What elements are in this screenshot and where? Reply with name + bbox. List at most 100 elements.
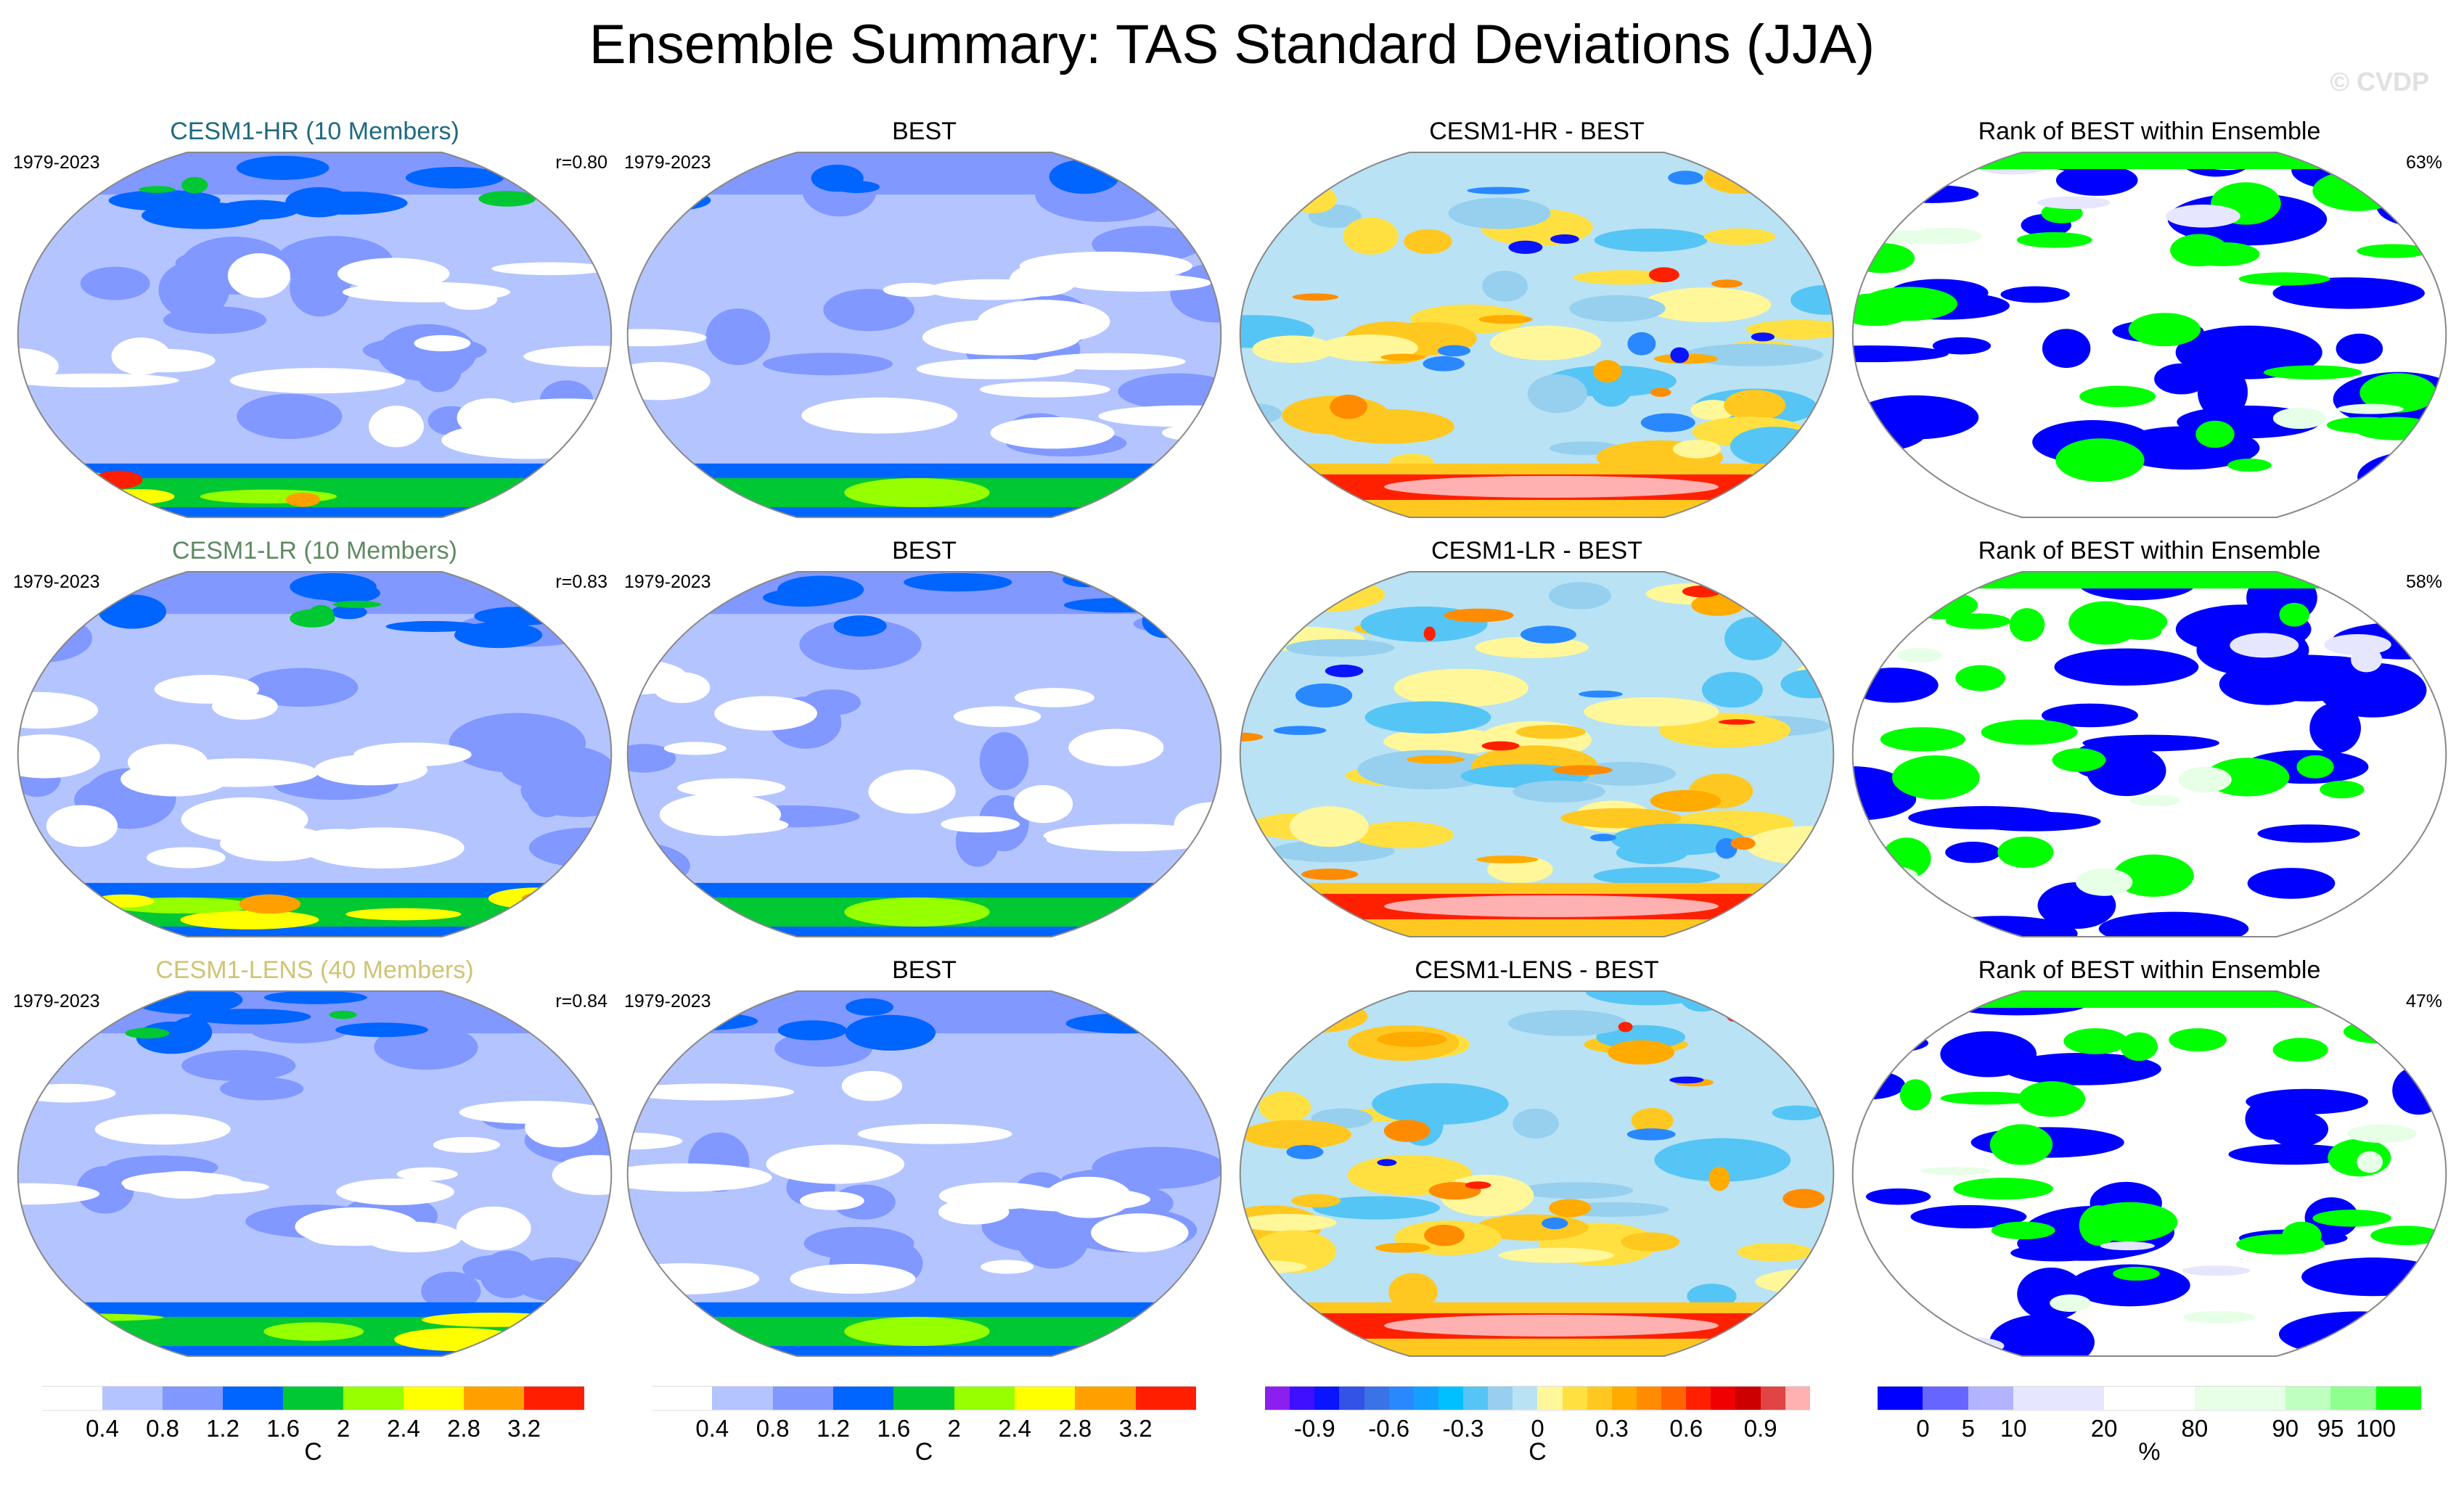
colorbar-tick-label: 2.4 — [998, 1415, 1031, 1442]
map-shading — [1981, 719, 2078, 745]
map-shading — [139, 186, 176, 193]
map-shading — [1312, 1196, 1441, 1220]
colorbar-box — [772, 1387, 833, 1410]
colorbar-box — [1968, 1387, 2014, 1410]
difference-map — [1239, 571, 1835, 937]
map-shading — [990, 416, 1115, 449]
colorbar-tick-label: 1.6 — [877, 1415, 911, 1442]
correlation-label: r=0.84 — [555, 991, 607, 1011]
map-shading — [462, 1255, 532, 1282]
map-shading — [762, 353, 893, 376]
map-shading — [700, 999, 740, 1030]
colorbar-box — [1265, 1387, 1290, 1410]
obs-panel-title: BEST — [892, 118, 957, 145]
map-shading — [1513, 1108, 1559, 1139]
map-shading — [2183, 1310, 2256, 1323]
map-shading — [2166, 204, 2240, 228]
map-shading — [1854, 1030, 1896, 1053]
map-shading — [2178, 766, 2232, 793]
map-shading — [763, 588, 843, 607]
map-shading — [1610, 824, 1745, 855]
map-shading — [1852, 991, 1929, 1034]
colorbar-tick-label: 10 — [2000, 1415, 2027, 1442]
rank-percent-label: 63% — [2405, 152, 2442, 173]
colorbar-tick-label: 95 — [2317, 1415, 2344, 1442]
difference-map — [1239, 152, 1835, 518]
obs-std-map — [626, 571, 1222, 937]
map-shading — [1448, 197, 1551, 229]
map-shading — [17, 419, 52, 447]
map-shading — [332, 601, 382, 608]
map-shading — [2195, 420, 2235, 448]
colorbar-box — [832, 1387, 894, 1410]
colorbar-box — [1686, 1387, 1711, 1410]
map-shading — [1859, 1019, 1910, 1052]
map-shading — [1631, 1107, 1674, 1133]
map-shading — [2130, 795, 2181, 807]
map-shading — [525, 1107, 599, 1148]
colorbar-box — [524, 1387, 584, 1410]
map-shading — [2041, 703, 2138, 728]
map-shading — [663, 742, 726, 755]
map-shading — [17, 1017, 65, 1048]
map-shading — [2347, 1124, 2417, 1144]
map-shading — [1724, 390, 1786, 421]
map-shading — [17, 474, 67, 484]
map-shading — [1885, 184, 1979, 203]
map-shading — [1891, 755, 1980, 800]
map-shading — [1380, 353, 1425, 361]
map-shading — [1034, 353, 1186, 370]
map-shading — [1549, 1199, 1592, 1218]
map-shading — [1393, 668, 1529, 707]
map-shading — [1286, 1144, 1324, 1159]
map-shading — [1920, 1167, 1992, 1175]
map-shading — [1724, 617, 1783, 660]
model-std-map — [17, 571, 613, 937]
colorbar-box — [1364, 1387, 1389, 1410]
map-shading — [127, 744, 208, 781]
map-shading — [1907, 591, 1978, 620]
map-shading — [2238, 272, 2330, 286]
colorbar-tick-label: 0.6 — [1669, 1415, 1703, 1442]
map-shading — [844, 897, 990, 927]
map-shading — [632, 1001, 700, 1024]
colorbar-unit: C — [914, 1438, 933, 1466]
colorbar-box — [1760, 1387, 1785, 1410]
map-shading — [2009, 608, 2045, 641]
model-years-label: 1979-2023 — [13, 572, 100, 592]
map-shading — [454, 622, 543, 649]
correlation-label: r=0.83 — [555, 572, 607, 592]
difference-map — [1239, 990, 1835, 1357]
map-shading — [1289, 806, 1369, 847]
map-shading — [492, 1331, 590, 1344]
map-shading — [2004, 1052, 2161, 1085]
colorbar-box — [1711, 1387, 1736, 1410]
map-shading — [1943, 1337, 2005, 1355]
colorbar-box — [223, 1387, 283, 1410]
map-shading — [1560, 808, 1682, 829]
map-shading — [2128, 313, 2201, 347]
map-shading — [801, 397, 958, 434]
map-shading — [1896, 1330, 1970, 1356]
map-shading — [1650, 789, 1722, 812]
map-shading — [977, 300, 1110, 344]
map-shading — [1899, 1079, 1931, 1111]
map-shading — [551, 1004, 581, 1019]
map-shading — [421, 1271, 481, 1310]
map-shading — [2354, 1314, 2447, 1356]
colorbar-box — [1413, 1387, 1438, 1410]
colorbar-box — [893, 1387, 954, 1410]
map-shading — [1618, 1022, 1633, 1033]
map-shading — [1527, 374, 1587, 414]
map-shading — [1865, 1013, 1909, 1035]
map-shading — [823, 289, 914, 332]
map-shading — [1372, 1083, 1509, 1125]
map-shading — [1377, 1159, 1397, 1167]
map-shading — [1388, 1273, 1438, 1311]
obs-std-map — [626, 990, 1222, 1357]
map-shading — [1718, 719, 1756, 725]
map-shading — [2052, 748, 2106, 772]
map-shading — [1910, 227, 1982, 245]
colorbar-box — [1636, 1387, 1661, 1410]
map-shading — [2279, 602, 2310, 627]
